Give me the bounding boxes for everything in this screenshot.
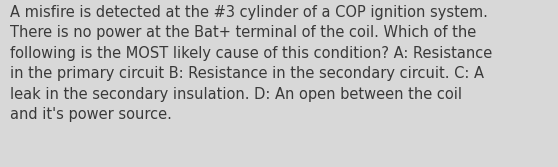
- Text: A misfire is detected at the #3 cylinder of a COP ignition system.
There is no p: A misfire is detected at the #3 cylinder…: [10, 5, 492, 122]
